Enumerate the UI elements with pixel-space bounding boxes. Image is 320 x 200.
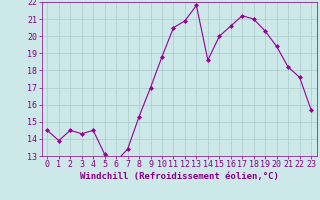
X-axis label: Windchill (Refroidissement éolien,°C): Windchill (Refroidissement éolien,°C)	[80, 172, 279, 181]
